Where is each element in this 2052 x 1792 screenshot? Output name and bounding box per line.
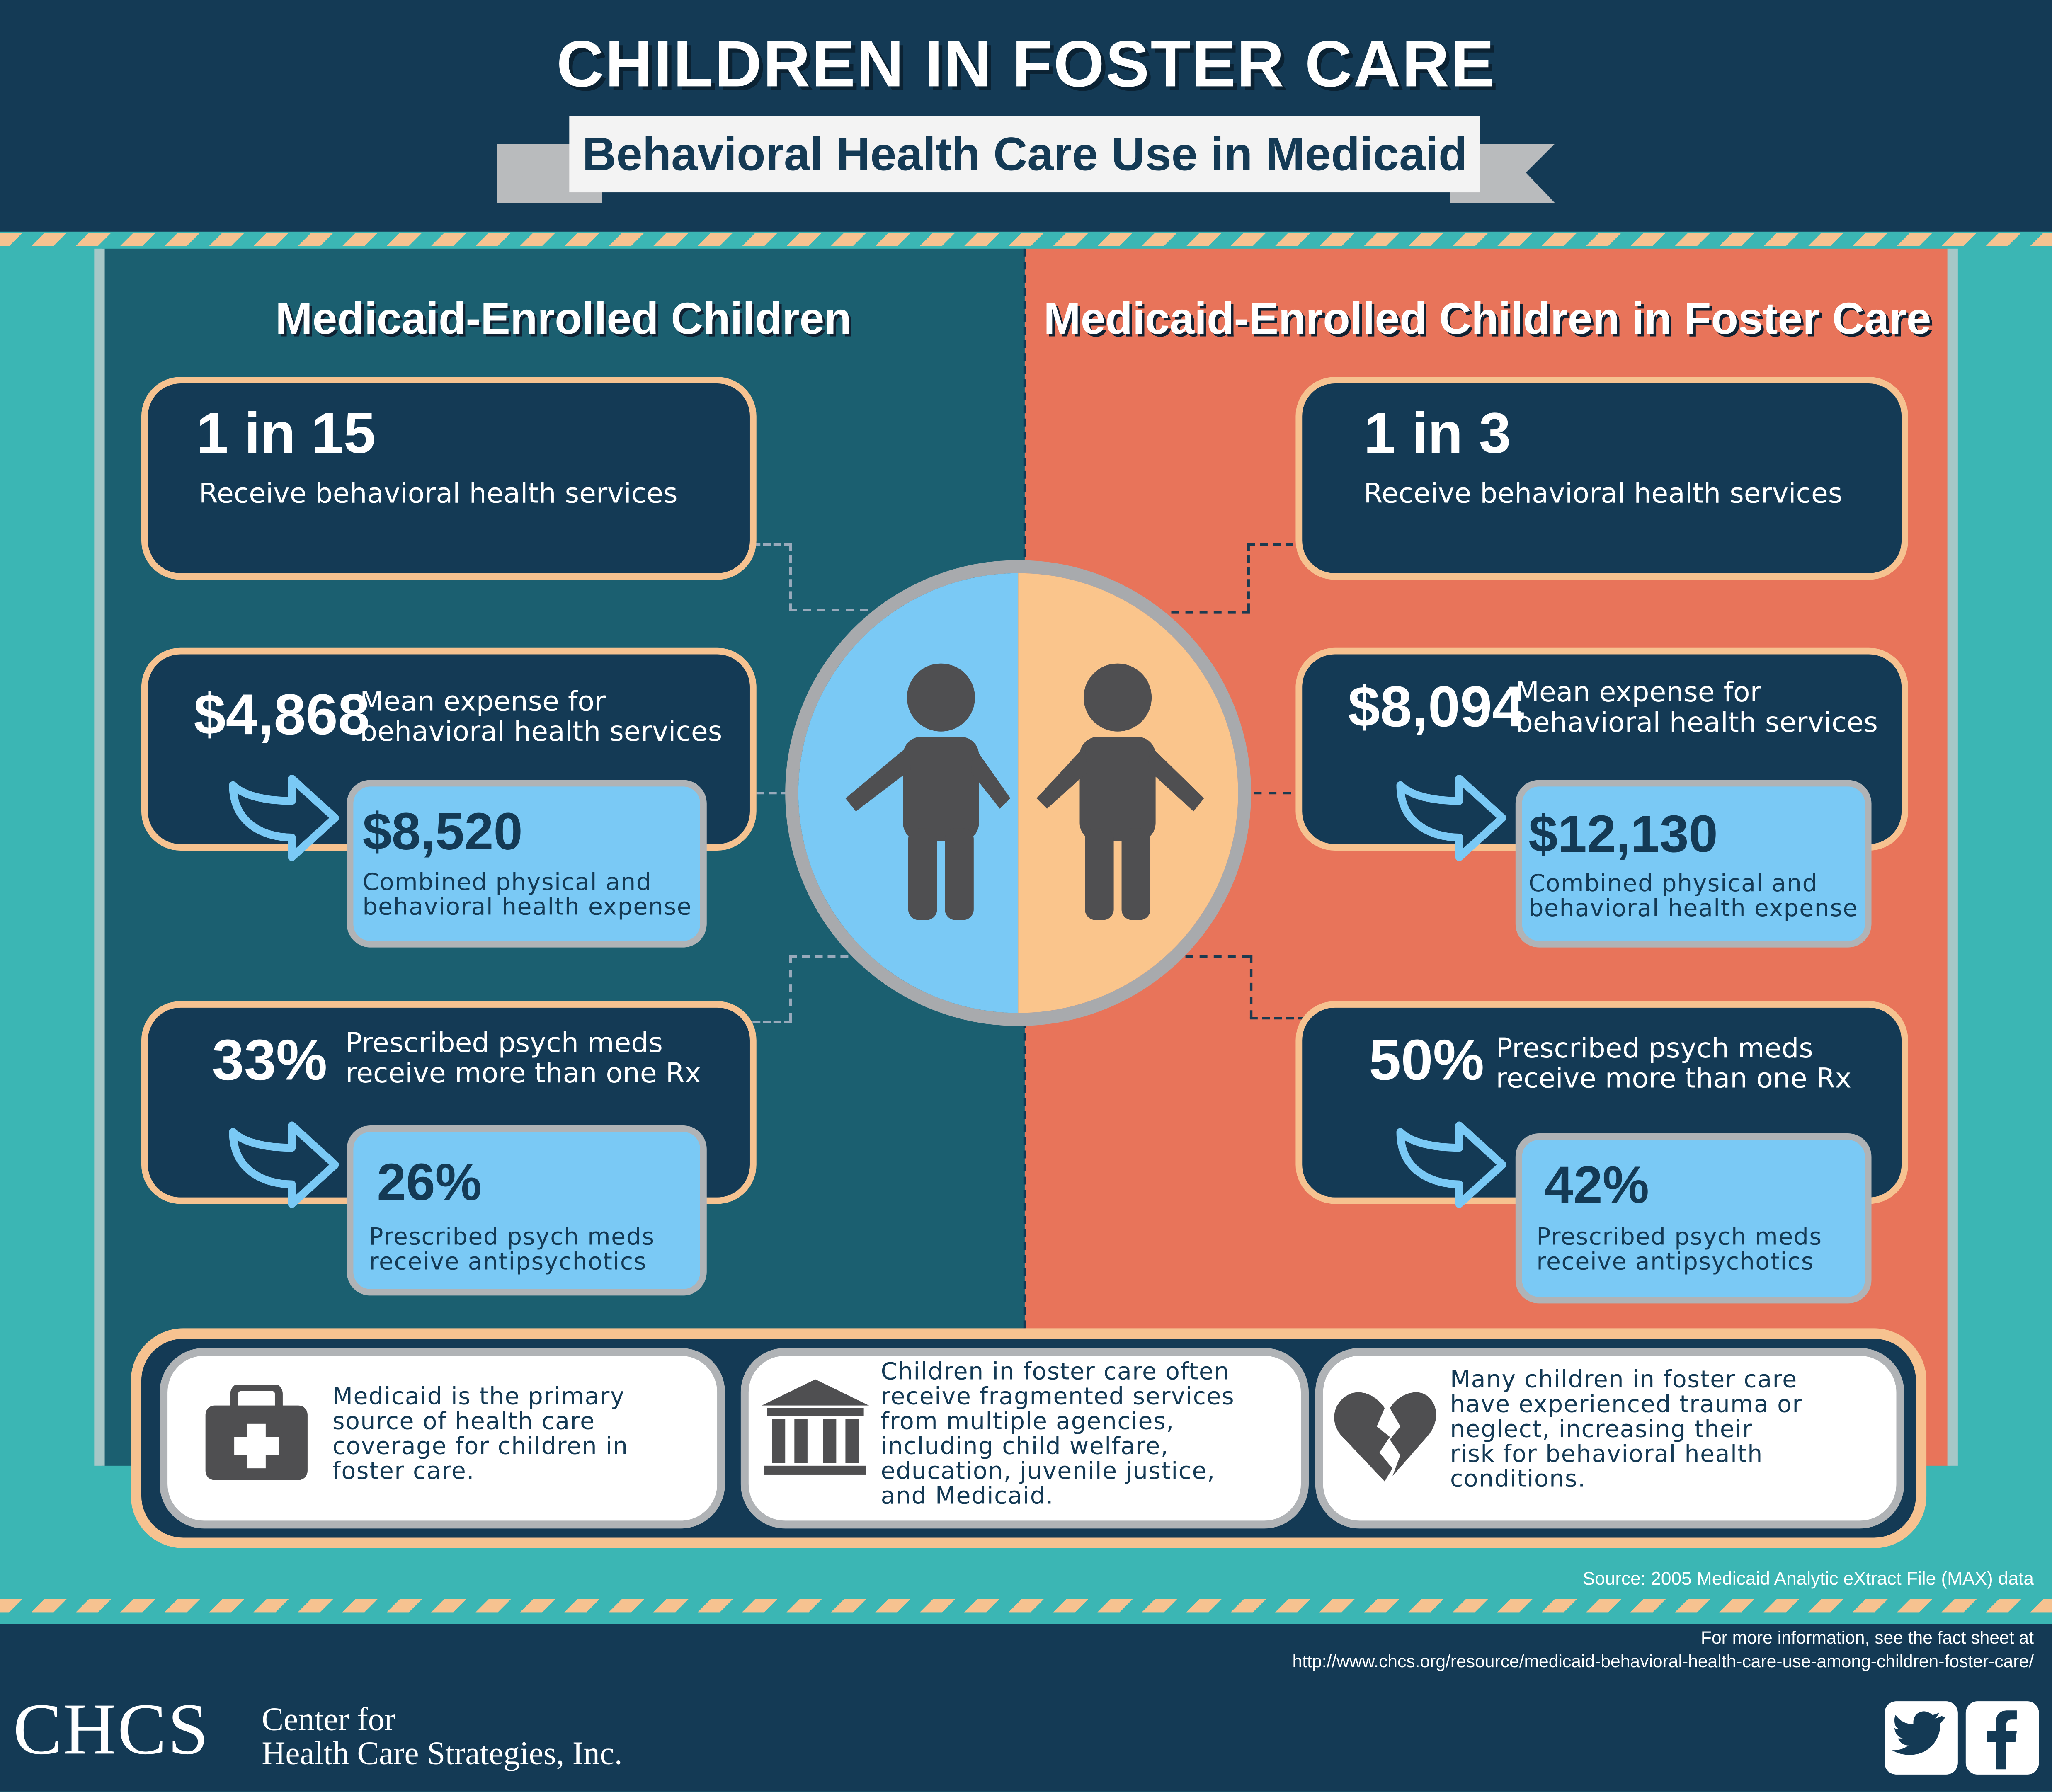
connector: [1254, 791, 1306, 795]
twitter-icon[interactable]: [1885, 1701, 1958, 1775]
header: [0, 0, 2052, 232]
right-stat-3-sub-label-2: receive antipsychotics: [1536, 1248, 1814, 1276]
right-stat-3-label-2: receive more than one Rx: [1496, 1062, 1852, 1094]
left-column-title: Medicaid-Enrolled Children: [275, 294, 851, 344]
right-stat-3-sub-value: 42%: [1544, 1157, 1649, 1215]
fact-card-2-text: Children in foster care often receive fr…: [880, 1358, 1235, 1511]
connector: [752, 543, 792, 546]
left-stat-2-value: $4,868: [194, 683, 370, 747]
connector: [1247, 543, 1250, 611]
right-stat-3-sub-label-1: Prescribed psych meds: [1536, 1223, 1822, 1251]
left-stat-3-sub-box: [347, 1125, 707, 1296]
fact-card-3-text: Many children in foster care have experi…: [1450, 1366, 1803, 1494]
stripe-top: [0, 233, 2052, 246]
right-stat-1-box: [1295, 377, 1908, 580]
right-stat-3-label-1: Prescribed psych meds: [1496, 1032, 1813, 1064]
left-stat-2-label-1: Mean expense for: [360, 686, 606, 718]
page-title: CHILDREN IN FOSTER CARE: [556, 27, 1496, 101]
source-note: Source: 2005 Medicaid Analytic eXtract F…: [1582, 1568, 2034, 1589]
left-stat-2-sub-label-1: Combined physical and: [362, 869, 652, 897]
child-icon: [845, 663, 1204, 920]
left-stat-1-value: 1 in 15: [196, 402, 376, 466]
org-name: Center for Health Care Strategies, Inc.: [262, 1702, 623, 1772]
right-stat-2-sub-label-1: Combined physical and: [1528, 870, 1818, 898]
left-stat-3-sub-label-1: Prescribed psych meds: [369, 1223, 655, 1251]
arrow-icon: [229, 774, 339, 861]
left-stat-2-sub-box: [347, 780, 707, 948]
footer: [0, 1624, 2052, 1792]
arrow-icon: [1396, 1121, 1506, 1208]
right-stat-1-value: 1 in 3: [1363, 402, 1511, 466]
subtitle-ribbon: [569, 116, 1480, 193]
right-stat-1-label: Receive behavioral health services: [1363, 478, 1843, 509]
stripe-bottom: [0, 1599, 2052, 1613]
right-column-title: Medicaid-Enrolled Children in Foster Car…: [1043, 294, 1931, 344]
info-link[interactable]: http://www.chcs.org/resource/medicaid-be…: [1292, 1651, 2034, 1671]
right-stat-3-value: 50%: [1369, 1028, 1484, 1093]
connector: [1249, 955, 1253, 1018]
arrow-icon: [229, 1121, 339, 1208]
left-stat-1-label: Receive behavioral health services: [199, 478, 678, 509]
left-stat-2-label-2: behavioral health services: [360, 715, 723, 747]
right-stat-2-value: $8,094: [1348, 675, 1524, 740]
connector: [756, 791, 789, 795]
left-stat-3-sub-label-2: receive antipsychotics: [369, 1248, 647, 1276]
broken-heart-icon: [1334, 1392, 1436, 1482]
medical-kit-icon: [205, 1385, 308, 1480]
right-stat-2-sub-value: $12,130: [1528, 806, 1718, 864]
connector: [1249, 1016, 1306, 1020]
page-subtitle: Behavioral Health Care Use in Medicaid: [582, 127, 1467, 181]
fact-card-1-text: Medicaid is the primary source of health…: [332, 1383, 628, 1486]
chcs-logo: CHCS: [13, 1689, 210, 1771]
left-stat-3-value: 33%: [212, 1028, 327, 1093]
right-stat-2-label-2: behavioral health services: [1515, 706, 1878, 738]
left-stat-2-sub-value: $8,520: [362, 803, 523, 861]
connector: [789, 543, 792, 611]
left-stat-2-sub-label-2: behavioral health expense: [362, 894, 692, 921]
right-stat-2-label-1: Mean expense for: [1515, 677, 1761, 708]
facebook-icon[interactable]: [1965, 1701, 2039, 1775]
info-text: For more information, see the fact sheet…: [1700, 1628, 2034, 1648]
right-stat-3-sub-box: [1515, 1133, 1872, 1304]
connector: [752, 1021, 792, 1023]
panel-edge-left: [94, 248, 105, 1466]
right-stat-2-sub-label-2: behavioral health expense: [1528, 895, 1858, 923]
left-stat-3-label-1: Prescribed psych meds: [345, 1027, 663, 1059]
left-stat-3-label-2: receive more than one Rx: [345, 1057, 701, 1089]
left-stat-3-sub-value: 26%: [377, 1154, 482, 1212]
connector: [1247, 543, 1306, 546]
arrow-icon: [1396, 774, 1506, 861]
connector: [789, 955, 792, 1021]
government-building-icon: [762, 1379, 869, 1475]
right-stat-2-sub-box: [1515, 780, 1872, 948]
panel-edge-right: [1947, 248, 1958, 1466]
children-circle: [785, 560, 1252, 1026]
left-stat-1-box: [141, 377, 757, 580]
